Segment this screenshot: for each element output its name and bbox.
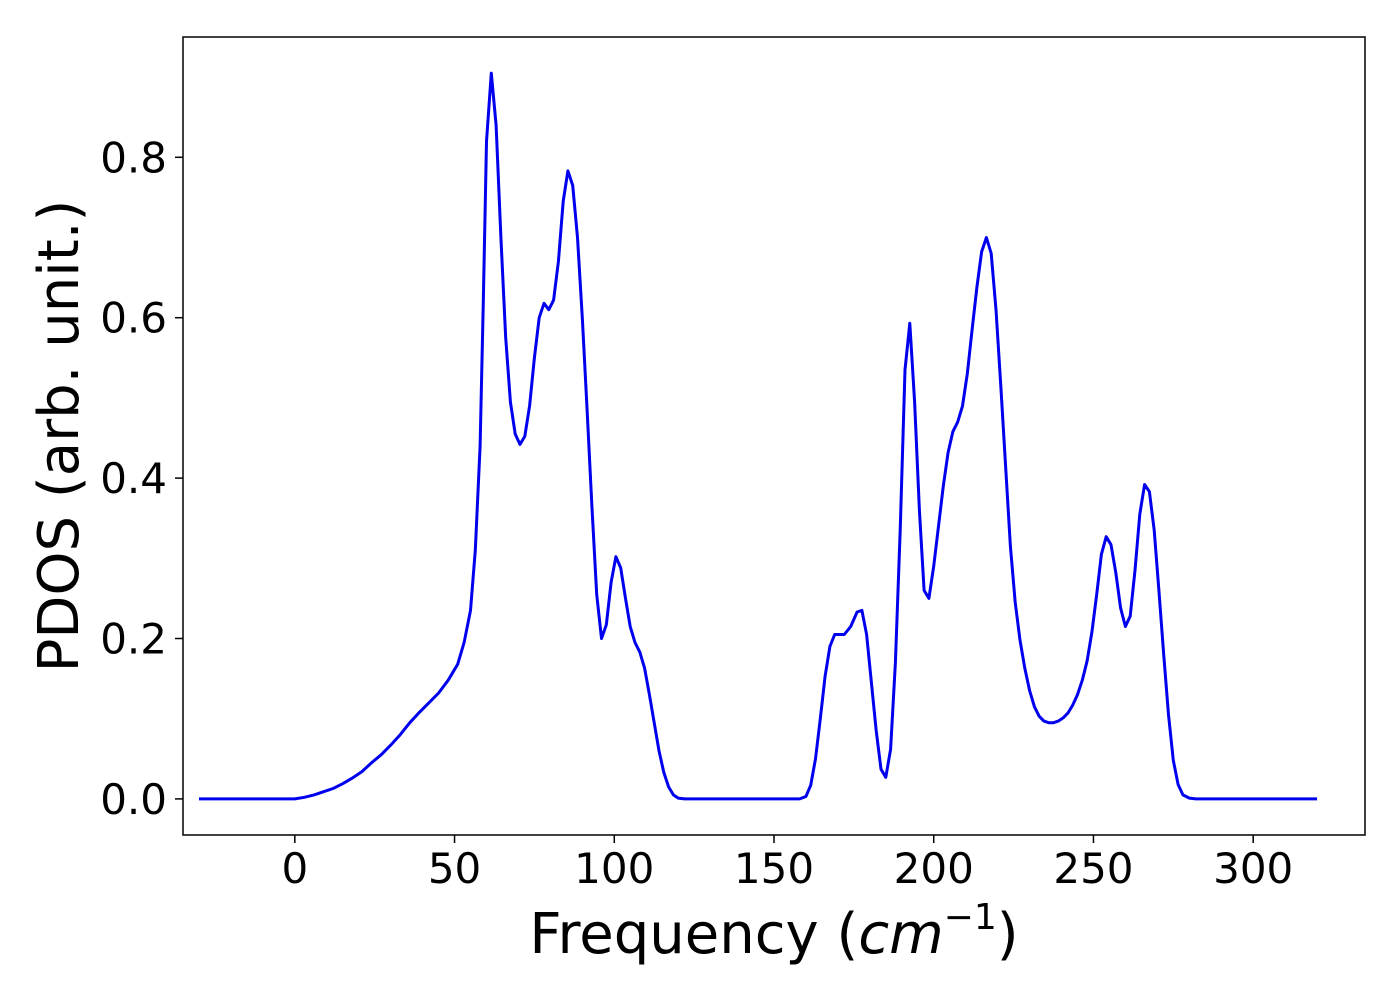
y-tick-label: 0.6: [100, 294, 167, 343]
y-tick-label: 0.2: [100, 615, 167, 664]
x-axis-title: Frequency (cm−1): [529, 897, 1018, 967]
x-tick-label: 200: [894, 844, 974, 893]
x-tick-label: 100: [574, 844, 654, 893]
x-axis-title-math-sup: −1: [944, 897, 997, 938]
x-axis-title-math-base: cm: [858, 902, 943, 967]
x-tick-label: 250: [1053, 844, 1133, 893]
x-tick-label: 150: [734, 844, 814, 893]
x-axis-title-close: ): [997, 902, 1019, 967]
x-tick-label: 300: [1213, 844, 1293, 893]
y-axis-title: PDOS (arb. unit.): [27, 200, 92, 673]
y-tick-label: 0.4: [100, 454, 167, 503]
y-axis: 0.0 0.2 0.4 0.6 0.8: [100, 133, 183, 824]
x-tick-label: 0: [281, 844, 308, 893]
x-axis-title-text: Frequency (: [529, 902, 858, 967]
y-tick-label: 0.0: [100, 775, 167, 824]
y-tick-label: 0.8: [100, 133, 167, 182]
x-axis: 0 50 100 150 200 250 300: [281, 835, 1293, 893]
plot-area: [199, 71, 1318, 801]
series-line-0: [199, 71, 1318, 801]
x-tick-label: 50: [428, 844, 481, 893]
